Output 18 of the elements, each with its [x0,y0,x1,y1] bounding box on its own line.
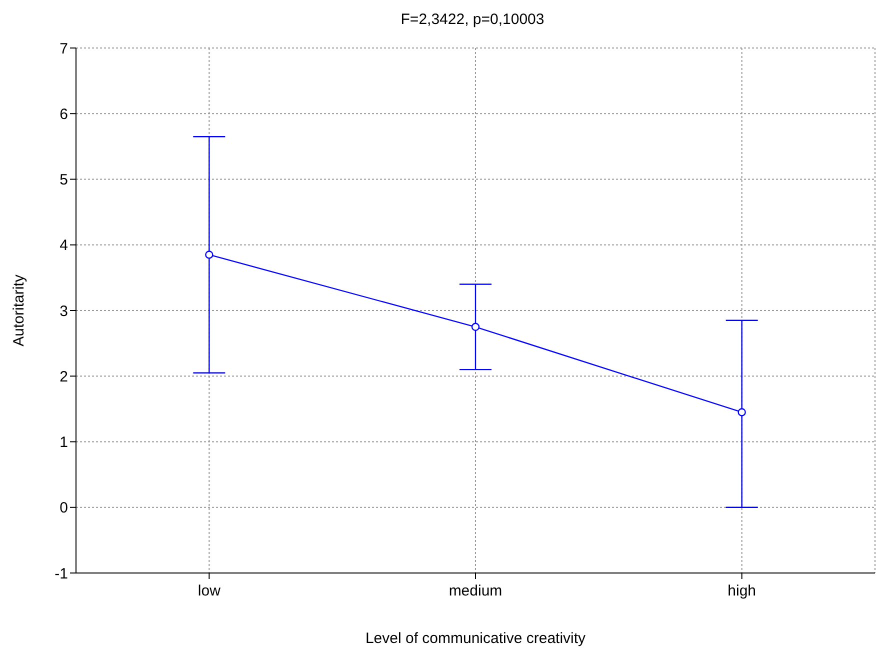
y-tick-label: 3 [60,302,68,320]
y-axis-title: Autoritarity [10,274,28,346]
y-tick-label: 4 [60,237,68,254]
chart-title: F=2,3422, p=0,10003 [400,10,546,30]
point [205,250,214,259]
x-tick-label: low [198,582,221,600]
y-tick-label: 1 [60,434,68,452]
y-tick-label: 7 [60,40,68,58]
y-tick-label: 5 [60,172,68,189]
y-tick-label: 2 [60,368,68,386]
point [738,408,746,416]
point [471,322,480,332]
x-tick-label: high [728,582,756,600]
y-tick-label: 6 [60,106,68,123]
x-axis-title: Level of communicative creativity [365,630,586,647]
x-tick-label: medium [448,582,502,600]
y-tick-label: -1 [54,565,68,582]
y-tick-label: 0 [60,500,68,517]
